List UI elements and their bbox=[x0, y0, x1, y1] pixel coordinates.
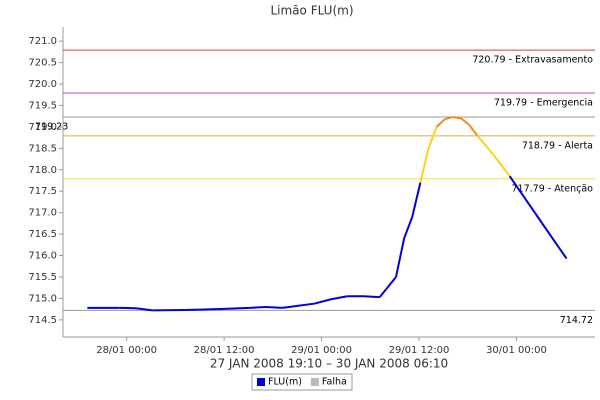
line-segment bbox=[314, 298, 332, 305]
line-segment bbox=[427, 126, 438, 149]
x-tick-label: 28/01 12:00 bbox=[194, 345, 255, 356]
chart-title: Limão FLU(m) bbox=[270, 4, 353, 18]
y-tick-label: 714.5 bbox=[28, 315, 57, 326]
legend-box bbox=[251, 373, 353, 391]
y-tick-label: 719.5 bbox=[28, 100, 57, 111]
threshold-label: 719.79 - Emergencia bbox=[494, 98, 593, 109]
y-tick-label: 717.0 bbox=[28, 208, 57, 219]
legend-label: FLU(m) bbox=[268, 377, 302, 388]
series bbox=[87, 116, 568, 312]
y-tick-label: 718.5 bbox=[28, 143, 57, 154]
y-tick-label: 720.0 bbox=[28, 79, 57, 90]
threshold-label: 720.79 - Extravasamento bbox=[472, 55, 593, 66]
line-segment bbox=[184, 308, 218, 311]
line-segment bbox=[217, 306, 250, 311]
y-tick-label: 720.5 bbox=[28, 58, 57, 69]
line-segment bbox=[525, 199, 544, 224]
legend-label: Falha bbox=[322, 377, 347, 388]
y-tick-label: 716.0 bbox=[28, 251, 57, 262]
y-tick-label: 715.5 bbox=[28, 272, 57, 283]
threshold-label: 718.79 - Alerta bbox=[522, 140, 593, 151]
y-tick-label: 715.0 bbox=[28, 293, 57, 304]
line-segment bbox=[492, 154, 511, 177]
x-tick-label: 29/01 12:00 bbox=[389, 345, 450, 356]
line-segment bbox=[460, 117, 470, 126]
x-tick-label: 28/01 00:00 bbox=[96, 345, 157, 356]
y-tick-label: 716.5 bbox=[28, 229, 57, 240]
threshold-label: 717.79 - Atenção bbox=[512, 183, 594, 194]
line-segment bbox=[363, 295, 380, 299]
line-segment bbox=[468, 124, 479, 137]
line-segment bbox=[249, 305, 267, 309]
line-segment bbox=[541, 222, 560, 248]
y-tick-label: 717.5 bbox=[28, 186, 57, 197]
line-segment bbox=[435, 118, 446, 128]
line-segment bbox=[330, 295, 348, 301]
line-segment bbox=[557, 246, 568, 260]
line-segment bbox=[476, 134, 495, 156]
line-segment bbox=[508, 175, 527, 201]
line-segment bbox=[452, 116, 462, 120]
line-segment bbox=[282, 302, 315, 309]
threshold-label: 714.72 bbox=[560, 315, 593, 326]
line-segment bbox=[395, 238, 406, 278]
line-segment bbox=[411, 182, 422, 218]
x-tick-label: 30/01 00:00 bbox=[486, 345, 547, 356]
line-segment bbox=[419, 148, 430, 183]
chart-subtitle: 27 JAN 2008 19:10 – 30 JAN 2008 06:10 bbox=[210, 357, 448, 371]
line-segment bbox=[266, 305, 283, 309]
threshold-label: 719.23 bbox=[35, 122, 68, 133]
x-tick-label: 29/01 00:00 bbox=[291, 345, 352, 356]
line-segment bbox=[444, 116, 454, 121]
legend-swatch bbox=[310, 378, 319, 386]
legend-swatch bbox=[257, 378, 265, 386]
line-segment bbox=[378, 276, 397, 298]
y-tick-label: 719.0 bbox=[28, 122, 57, 133]
line-segment bbox=[135, 307, 153, 312]
line-segment bbox=[403, 216, 414, 239]
y-tick-label: 718.0 bbox=[28, 165, 57, 176]
y-tick-label: 721.0 bbox=[28, 36, 57, 47]
